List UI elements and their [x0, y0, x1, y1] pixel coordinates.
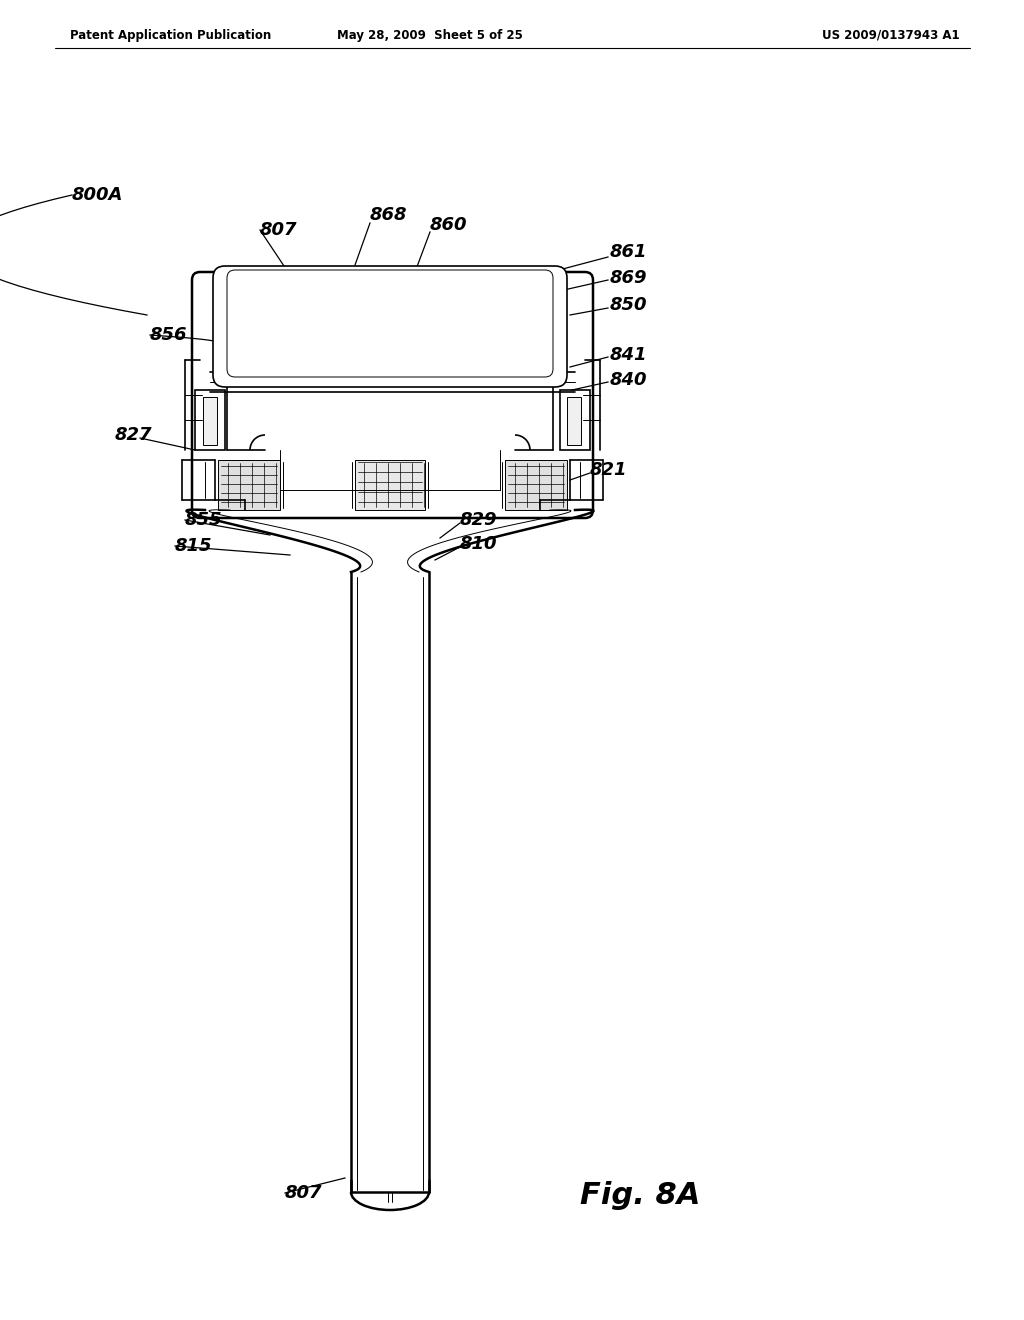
Text: 829: 829 — [460, 511, 498, 529]
Text: 855: 855 — [185, 511, 222, 529]
Text: 840: 840 — [610, 371, 647, 389]
Text: 861: 861 — [610, 243, 647, 261]
FancyBboxPatch shape — [227, 271, 553, 378]
FancyBboxPatch shape — [193, 272, 593, 517]
Text: 860: 860 — [430, 216, 468, 234]
Bar — [218, 459, 280, 510]
Text: 850: 850 — [610, 296, 647, 314]
Bar — [560, 389, 590, 450]
Text: May 28, 2009  Sheet 5 of 25: May 28, 2009 Sheet 5 of 25 — [337, 29, 523, 41]
Text: 868: 868 — [370, 206, 408, 224]
Text: Patent Application Publication: Patent Application Publication — [70, 29, 271, 41]
Text: US 2009/0137943 A1: US 2009/0137943 A1 — [822, 29, 961, 41]
Text: 815: 815 — [175, 537, 213, 554]
Text: Fig. 8A: Fig. 8A — [580, 1180, 700, 1209]
Text: 827: 827 — [115, 426, 153, 444]
Bar — [203, 397, 217, 445]
Bar — [195, 389, 225, 450]
Text: 807: 807 — [285, 1184, 323, 1203]
FancyBboxPatch shape — [213, 267, 567, 387]
Bar — [567, 397, 581, 445]
Text: 810: 810 — [460, 535, 498, 553]
Text: 821: 821 — [590, 461, 628, 479]
Text: 807: 807 — [260, 220, 298, 239]
Text: 856: 856 — [150, 326, 187, 345]
Text: 800A: 800A — [72, 186, 123, 205]
Text: 869: 869 — [610, 269, 647, 286]
Bar — [505, 459, 567, 510]
Text: 841: 841 — [610, 346, 647, 364]
Bar — [355, 459, 425, 510]
